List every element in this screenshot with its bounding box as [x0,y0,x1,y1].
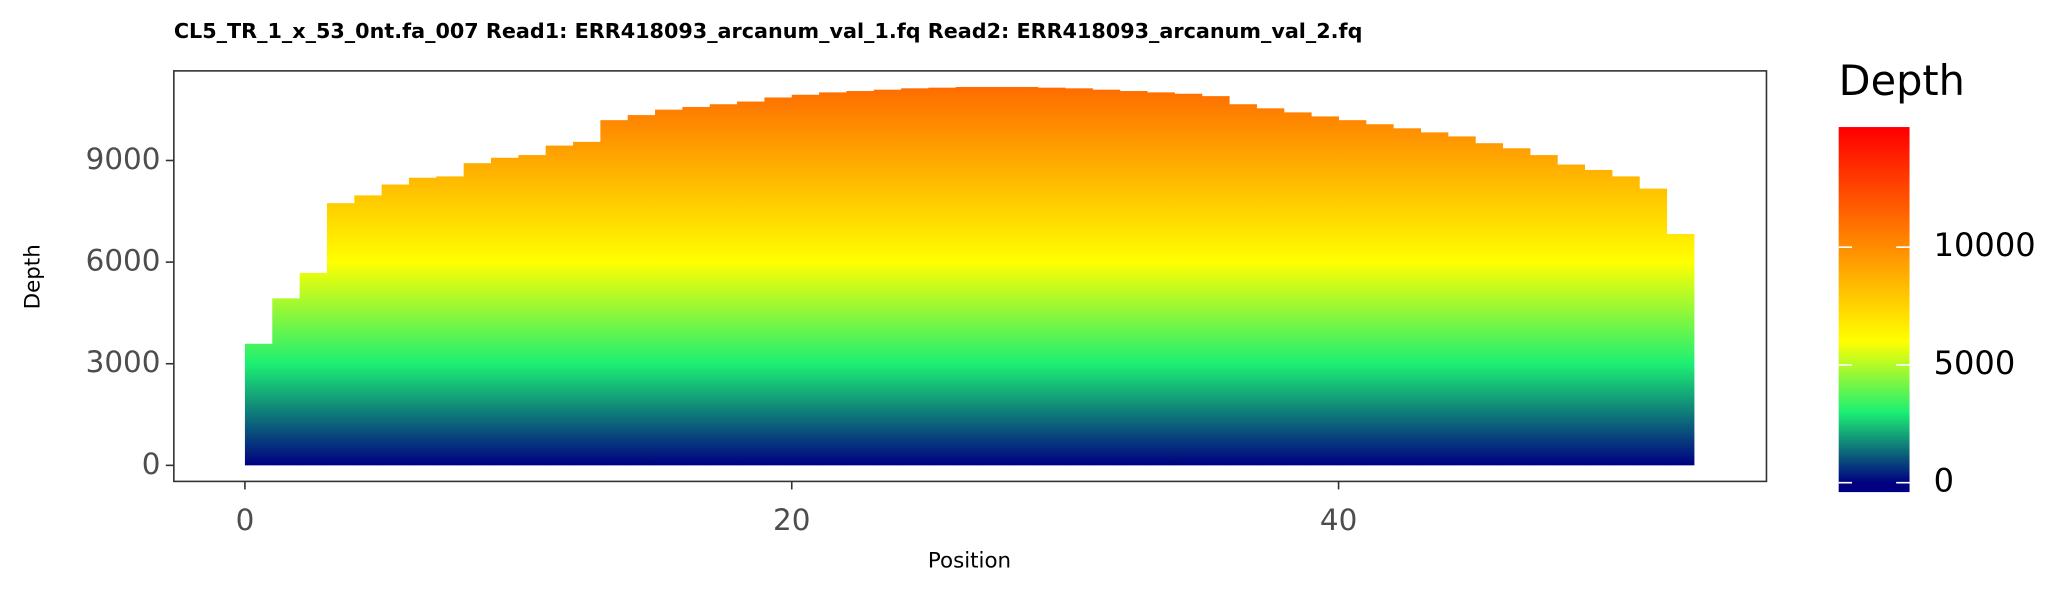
bar [655,109,683,466]
y-tick-label: 0 [142,447,161,481]
bar [846,91,875,466]
bar [1639,188,1668,466]
bar [381,184,410,466]
bar [1475,143,1504,466]
bar [682,106,711,466]
bar [244,343,273,466]
bar [1037,87,1066,466]
bar [490,157,519,466]
bar [600,120,629,466]
bar [1283,112,1312,466]
bar [1666,233,1695,466]
colorbar-tick-label: 5000 [1934,344,2016,382]
colorbar [1838,127,1910,493]
bar [1584,169,1613,466]
bar [299,272,328,466]
bar [408,177,437,466]
bar [1010,86,1039,466]
bar [928,87,957,466]
bar [1174,93,1203,466]
bar [1557,164,1586,466]
bar [1256,108,1285,466]
bar [272,298,301,466]
bar [737,101,765,466]
bar [1447,136,1476,466]
bar [1147,92,1175,466]
y-tick-label: 9000 [86,142,161,176]
bar [955,86,984,466]
bar [791,94,820,466]
chart-title: CL5_TR_1_x_53_0nt.fa_007 Read1: ERR41809… [174,19,1363,43]
bar [545,145,574,466]
bar [709,104,738,466]
bar [627,115,656,466]
panel-border [173,70,1768,483]
x-tick-label: 0 [236,503,255,537]
x-tick-label: 20 [773,503,810,537]
bar [1502,148,1531,466]
bar [1311,116,1339,466]
colorbar-tick-label: 0 [1934,462,1954,500]
legend-title: Depth [1839,57,1965,105]
bar [436,176,465,466]
bar [1420,132,1449,466]
colorbar-tick-label: 10000 [1934,226,2036,264]
bar [1092,89,1121,466]
bar [573,141,601,466]
bar [354,195,383,466]
bar [518,155,547,466]
bar [1229,104,1257,466]
bar [983,86,1011,466]
bar [1201,96,1230,466]
bar [463,163,492,466]
bar [1393,128,1421,466]
x-axis-title: Position [928,549,1011,574]
bar [901,88,929,466]
bar [873,89,902,466]
bar [1365,124,1394,466]
bar [1065,88,1093,466]
bar [326,203,355,466]
bar [1611,176,1640,466]
x-tick-label: 40 [1320,503,1357,537]
bar [1338,120,1367,466]
y-tick-label: 6000 [86,244,161,278]
y-axis-title: Depth [20,244,45,309]
y-tick-label: 3000 [86,345,161,379]
bar [1119,91,1148,466]
bar [1529,155,1558,466]
bar [819,92,847,466]
bar [764,97,793,466]
